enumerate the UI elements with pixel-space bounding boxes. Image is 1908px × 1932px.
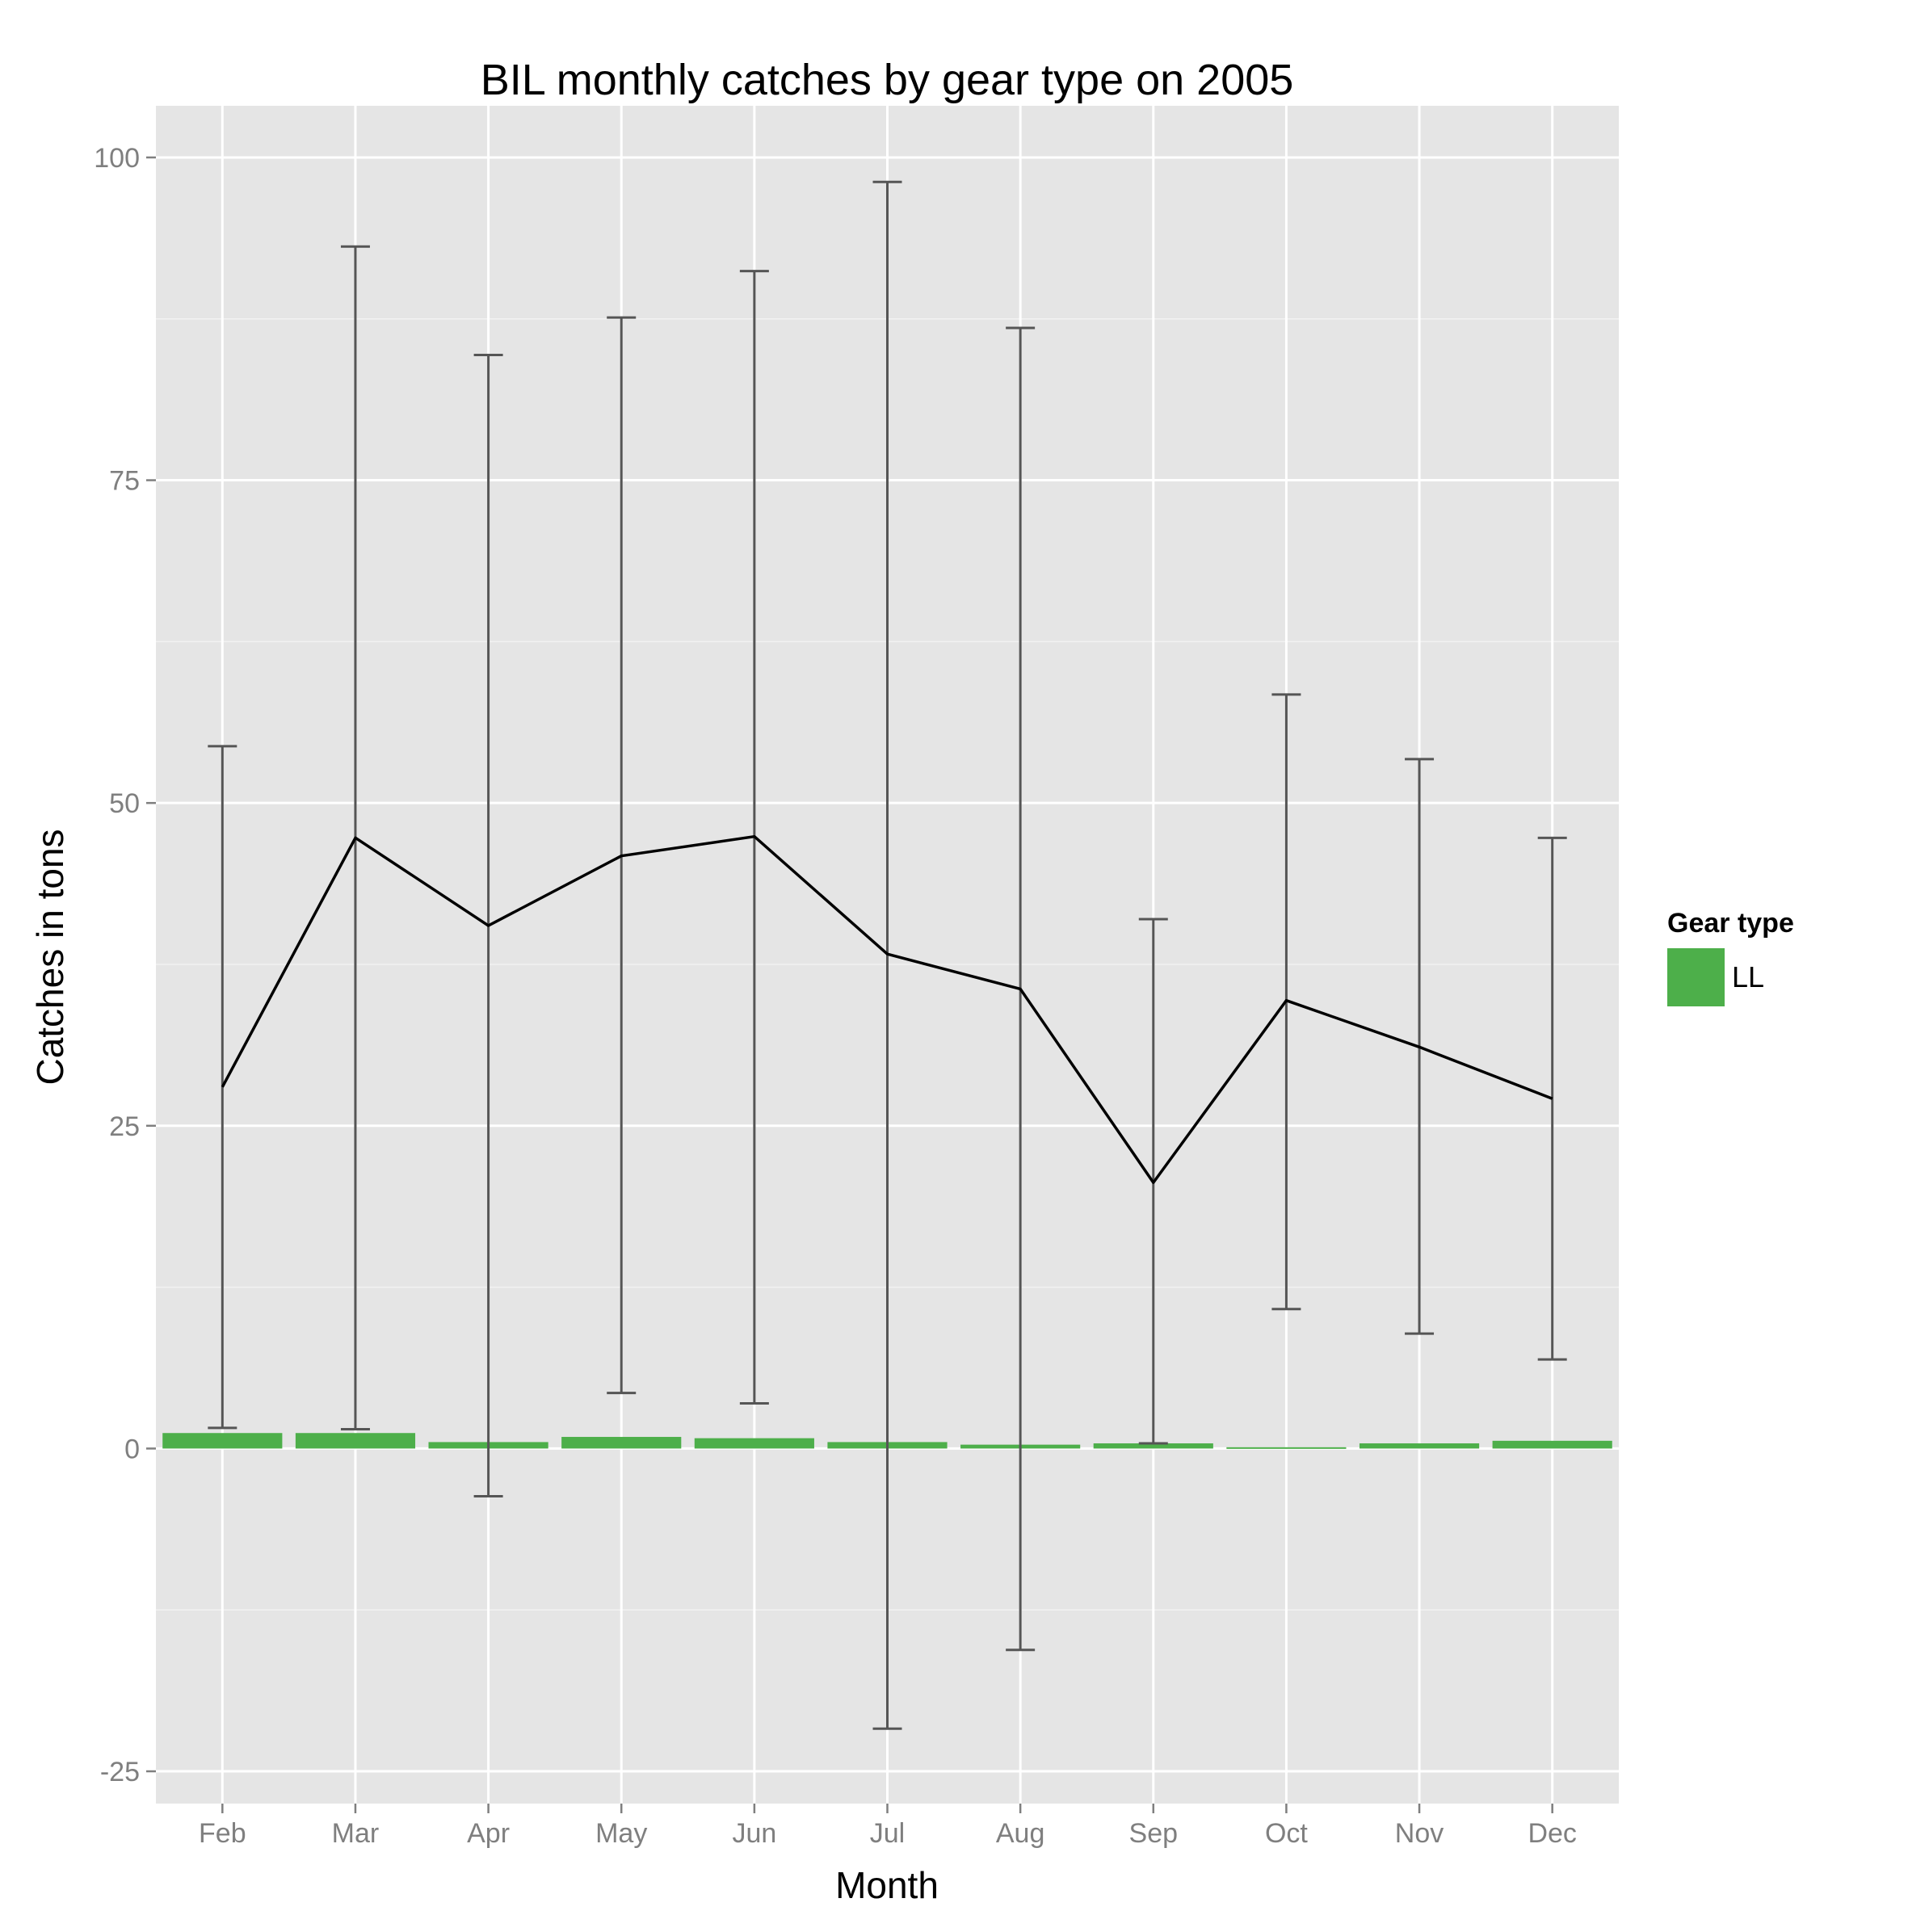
bar xyxy=(295,1433,416,1449)
chart-title: BIL monthly catches by gear type on 2005 xyxy=(481,56,1294,104)
bar xyxy=(1093,1443,1213,1449)
y-tick-label: 100 xyxy=(94,143,140,174)
x-tick-label: Apr xyxy=(467,1818,510,1849)
legend-label-ll: LL xyxy=(1732,960,1764,993)
x-tick-label: May xyxy=(595,1818,647,1849)
legend: Gear type LL xyxy=(1667,908,1794,1006)
y-axis-label: Catches in tons xyxy=(29,829,71,1085)
x-axis-label: Month xyxy=(835,1864,939,1906)
x-tick-label: Aug xyxy=(996,1818,1045,1849)
y-tick-label: -25 xyxy=(100,1757,140,1787)
x-tick-label: Jul xyxy=(870,1818,905,1849)
y-tick-label: 25 xyxy=(109,1111,140,1142)
bar xyxy=(162,1433,283,1449)
x-tick-label: Nov xyxy=(1395,1818,1444,1849)
x-tick-label: Oct xyxy=(1265,1818,1308,1849)
bar xyxy=(1492,1440,1612,1449)
x-tick-label: Mar xyxy=(332,1818,380,1849)
bar xyxy=(561,1437,682,1449)
x-tick-label: Feb xyxy=(199,1818,246,1849)
axes-layer: -25 0 25 50 75 100 Feb Mar Apr May Jun Jul Aug Sep Oct… xyxy=(94,143,1577,1849)
legend-title: Gear type xyxy=(1667,908,1794,939)
y-tick-label: 75 xyxy=(109,466,140,497)
x-tick-label: Jun xyxy=(732,1818,776,1849)
x-tick-label: Dec xyxy=(1528,1818,1576,1849)
y-tick-label: 50 xyxy=(109,788,140,819)
line-layer xyxy=(221,834,1553,1184)
bar xyxy=(1226,1447,1347,1449)
error-bar xyxy=(208,745,237,1430)
bar xyxy=(1359,1443,1480,1449)
y-tick-label: 0 xyxy=(124,1434,140,1464)
series-line xyxy=(221,834,1553,1184)
legend-key-ll xyxy=(1667,948,1725,1006)
x-tick-label: Sep xyxy=(1129,1818,1179,1849)
bar xyxy=(694,1438,814,1449)
